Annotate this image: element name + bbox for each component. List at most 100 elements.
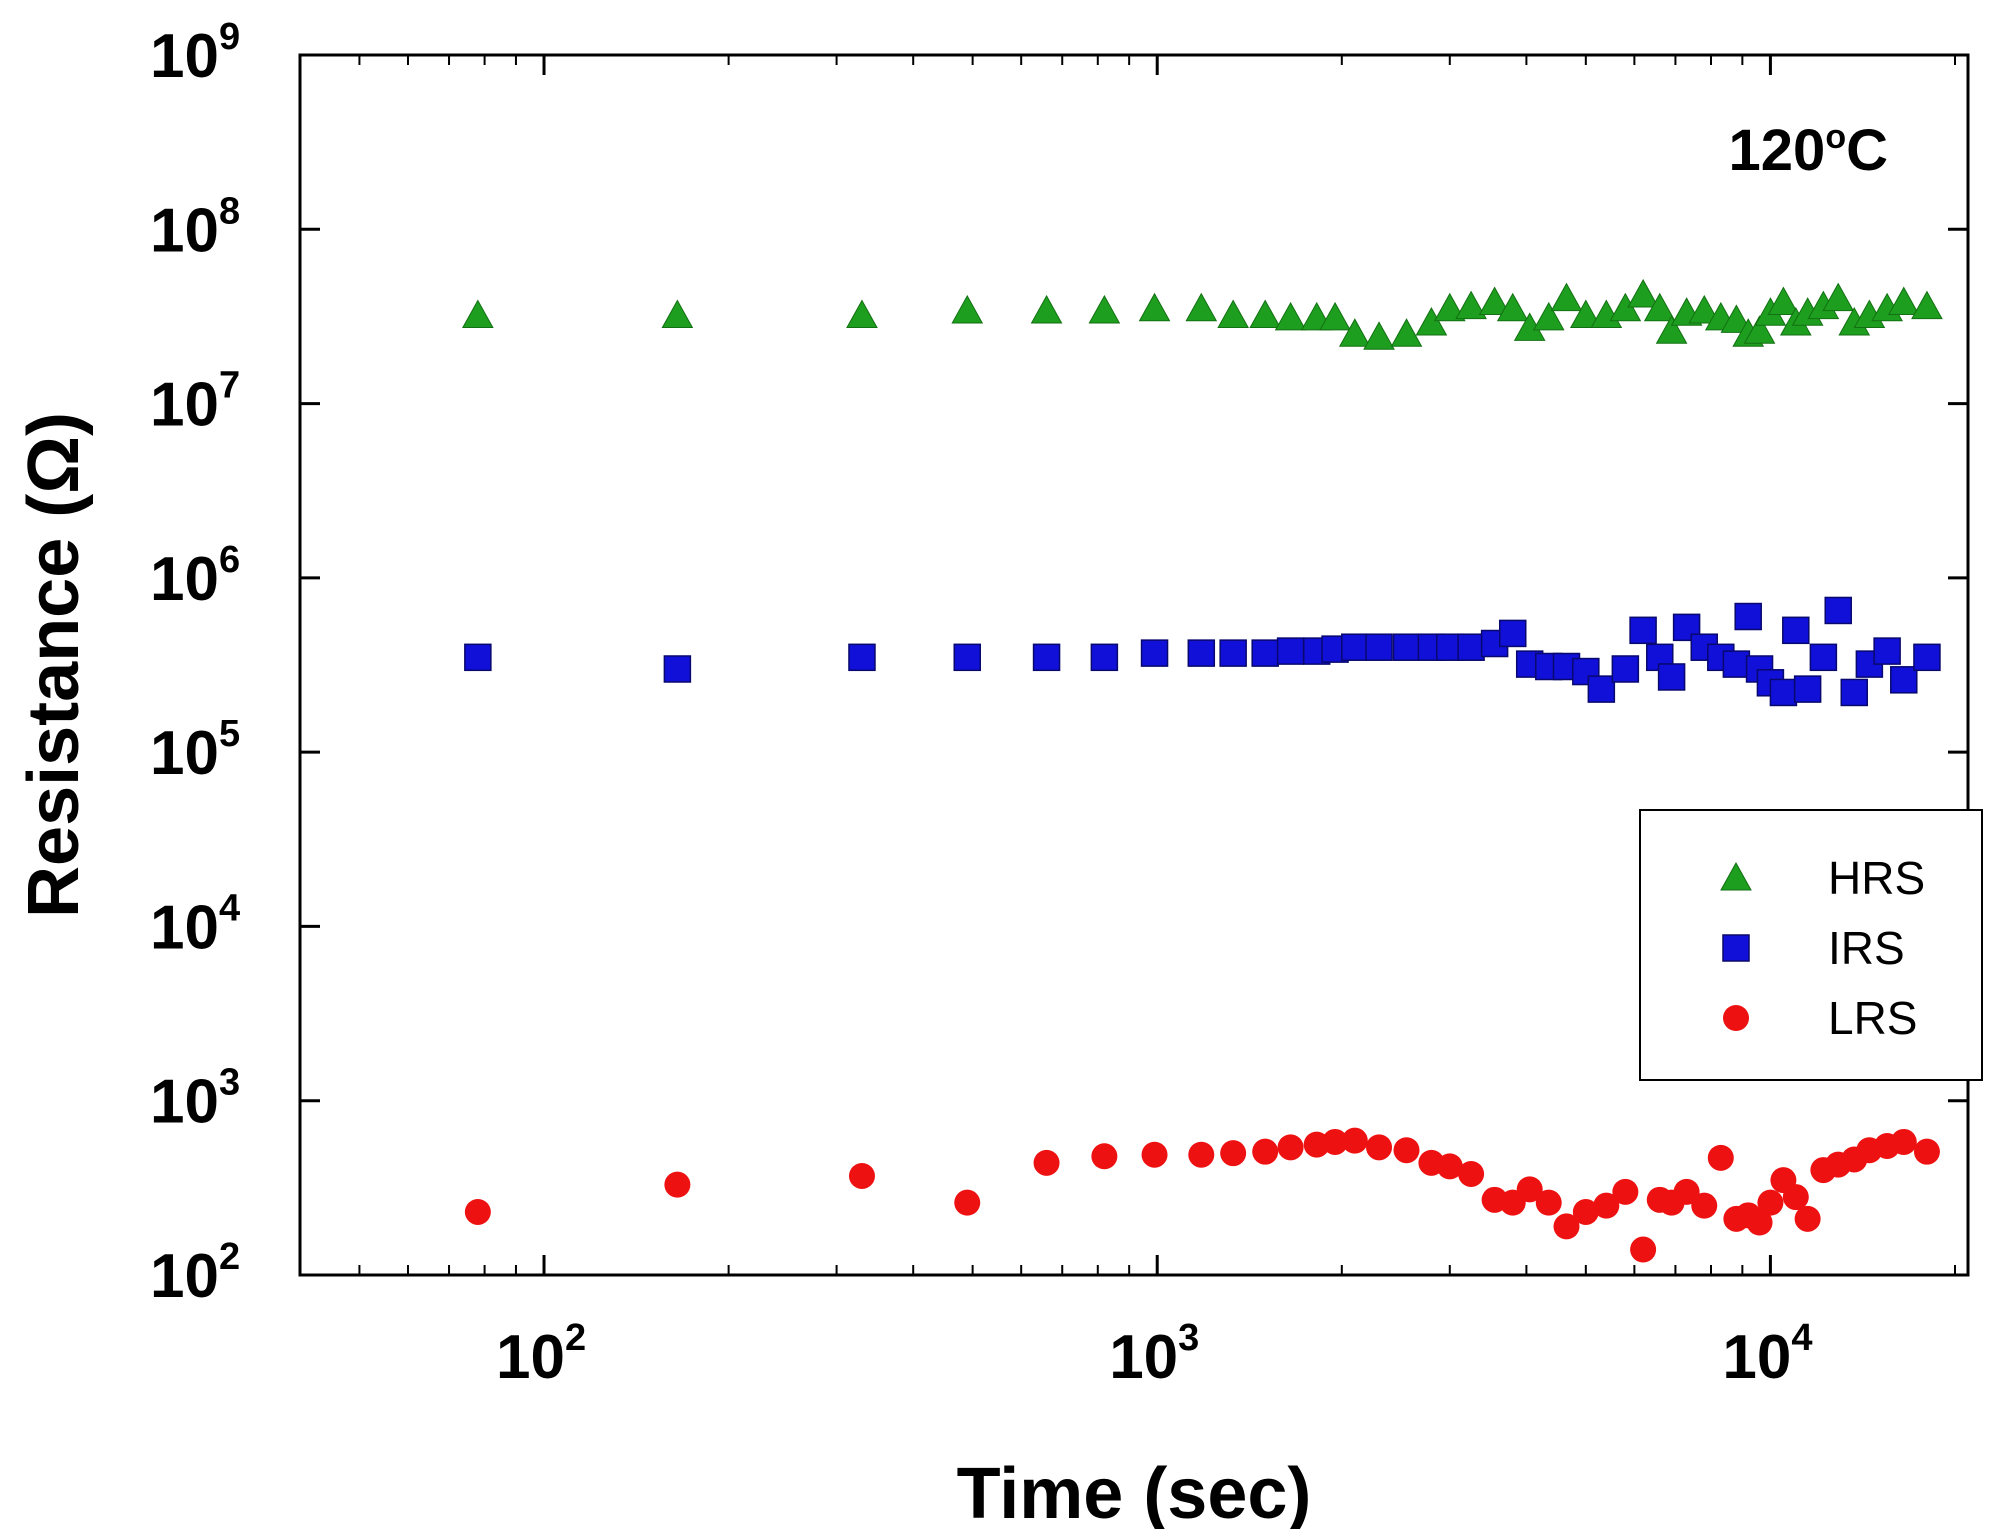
point-lrs — [1914, 1139, 1940, 1165]
point-lrs — [1394, 1137, 1420, 1163]
y-tick-label: 107 — [150, 365, 240, 440]
point-irs — [1630, 617, 1656, 643]
point-irs — [1770, 679, 1796, 705]
x-tick-base: 10 — [1109, 1323, 1178, 1392]
point-irs — [1342, 634, 1368, 660]
y-tick-label: 108 — [150, 190, 240, 265]
y-tick-label: 109 — [150, 16, 240, 91]
y-tick-exp: 3 — [219, 1062, 240, 1104]
y-tick-base: 10 — [150, 719, 219, 788]
temperature-annotation: 120oC — [1729, 118, 1888, 183]
point-irs — [1366, 634, 1392, 660]
point-lrs — [465, 1199, 491, 1225]
x-tick-label: 102 — [496, 1317, 586, 1392]
y-tick-exp: 5 — [219, 713, 240, 755]
series-layer — [463, 280, 1942, 1263]
point-hrs — [1392, 319, 1422, 346]
y-tick-base: 10 — [150, 1242, 219, 1311]
point-lrs — [1691, 1193, 1717, 1219]
point-lrs — [1757, 1190, 1783, 1216]
point-irs — [954, 644, 980, 670]
x-tick-base: 10 — [1722, 1323, 1791, 1392]
point-lrs — [1708, 1145, 1734, 1171]
point-irs — [1612, 656, 1638, 682]
y-axis-title: Resistance (Ω) — [14, 412, 94, 918]
point-irs — [1588, 676, 1614, 702]
y-tick-base: 10 — [150, 196, 219, 265]
temperature-degree: o — [1825, 118, 1846, 156]
point-hrs — [1551, 284, 1581, 311]
point-lrs — [849, 1163, 875, 1189]
point-hrs — [1186, 294, 1216, 321]
x-axis-title: Time (sec) — [957, 1454, 1312, 1529]
x-tick-label: 103 — [1109, 1317, 1199, 1392]
point-irs — [1252, 640, 1278, 666]
point-lrs — [1612, 1179, 1638, 1205]
point-irs — [664, 656, 690, 682]
point-irs — [465, 644, 491, 670]
point-irs — [1091, 644, 1117, 670]
point-lrs — [1188, 1142, 1214, 1168]
point-lrs — [1795, 1206, 1821, 1232]
point-irs — [1783, 617, 1809, 643]
point-irs — [1891, 667, 1917, 693]
point-lrs — [1342, 1128, 1368, 1154]
legend-label-lrs: LRS — [1828, 992, 1917, 1044]
point-irs — [1735, 604, 1761, 630]
point-lrs — [954, 1190, 980, 1216]
legend-label-hrs: HRS — [1828, 852, 1925, 904]
y-tick-exp: 4 — [219, 887, 240, 929]
y-tick-exp: 7 — [219, 365, 240, 407]
y-tick-exp: 2 — [219, 1236, 240, 1278]
y-tick-base: 10 — [150, 545, 219, 614]
point-lrs — [1142, 1142, 1168, 1168]
point-hrs — [662, 301, 692, 328]
point-hrs — [847, 301, 877, 328]
point-hrs — [1912, 292, 1942, 319]
point-irs — [1500, 620, 1526, 646]
point-hrs — [1276, 303, 1306, 330]
y-tick-label: 102 — [150, 1236, 240, 1311]
series-lrs — [465, 1128, 1940, 1263]
point-irs — [1188, 640, 1214, 666]
point-irs — [1795, 676, 1821, 702]
point-lrs — [1630, 1237, 1656, 1263]
x-tick-label: 104 — [1722, 1317, 1812, 1392]
point-lrs — [1220, 1140, 1246, 1166]
y-tick-exp: 6 — [219, 539, 240, 581]
series-hrs — [463, 280, 1942, 349]
chart-svg: 102103104105106107108109 102 103 104 Time … — [0, 0, 1996, 1529]
legend-label-irs: IRS — [1828, 922, 1905, 974]
point-irs — [1874, 638, 1900, 664]
temperature-value: 120 — [1729, 118, 1826, 183]
point-irs — [1723, 651, 1749, 677]
point-hrs — [1089, 296, 1119, 323]
point-lrs — [664, 1172, 690, 1198]
y-tick-base: 10 — [150, 893, 219, 962]
point-hrs — [1364, 322, 1394, 349]
x-tick-exp: 2 — [565, 1317, 586, 1359]
point-lrs — [1034, 1150, 1060, 1176]
point-irs — [1841, 679, 1867, 705]
y-tick-base: 10 — [150, 371, 219, 440]
point-lrs — [1536, 1190, 1562, 1216]
point-hrs — [1823, 284, 1853, 311]
point-irs — [1278, 638, 1304, 664]
x-tick-base: 10 — [496, 1323, 565, 1392]
point-irs — [1659, 664, 1685, 690]
temperature-unit: C — [1846, 118, 1888, 183]
point-hrs — [1032, 296, 1062, 323]
y-tick-base: 10 — [150, 1068, 219, 1137]
point-irs — [1825, 597, 1851, 623]
legend-marker-irs — [1723, 935, 1749, 961]
point-hrs — [1628, 280, 1658, 307]
y-tick-exp: 9 — [219, 16, 240, 58]
series-irs — [465, 597, 1940, 705]
y-tick-label: 104 — [150, 887, 240, 962]
point-irs — [1914, 644, 1940, 670]
legend-frame — [1640, 810, 1982, 1080]
y-tick-base: 10 — [150, 22, 219, 91]
x-tick-exp: 3 — [1178, 1317, 1199, 1359]
point-irs — [1220, 640, 1246, 666]
x-tick-exp: 4 — [1791, 1317, 1812, 1359]
